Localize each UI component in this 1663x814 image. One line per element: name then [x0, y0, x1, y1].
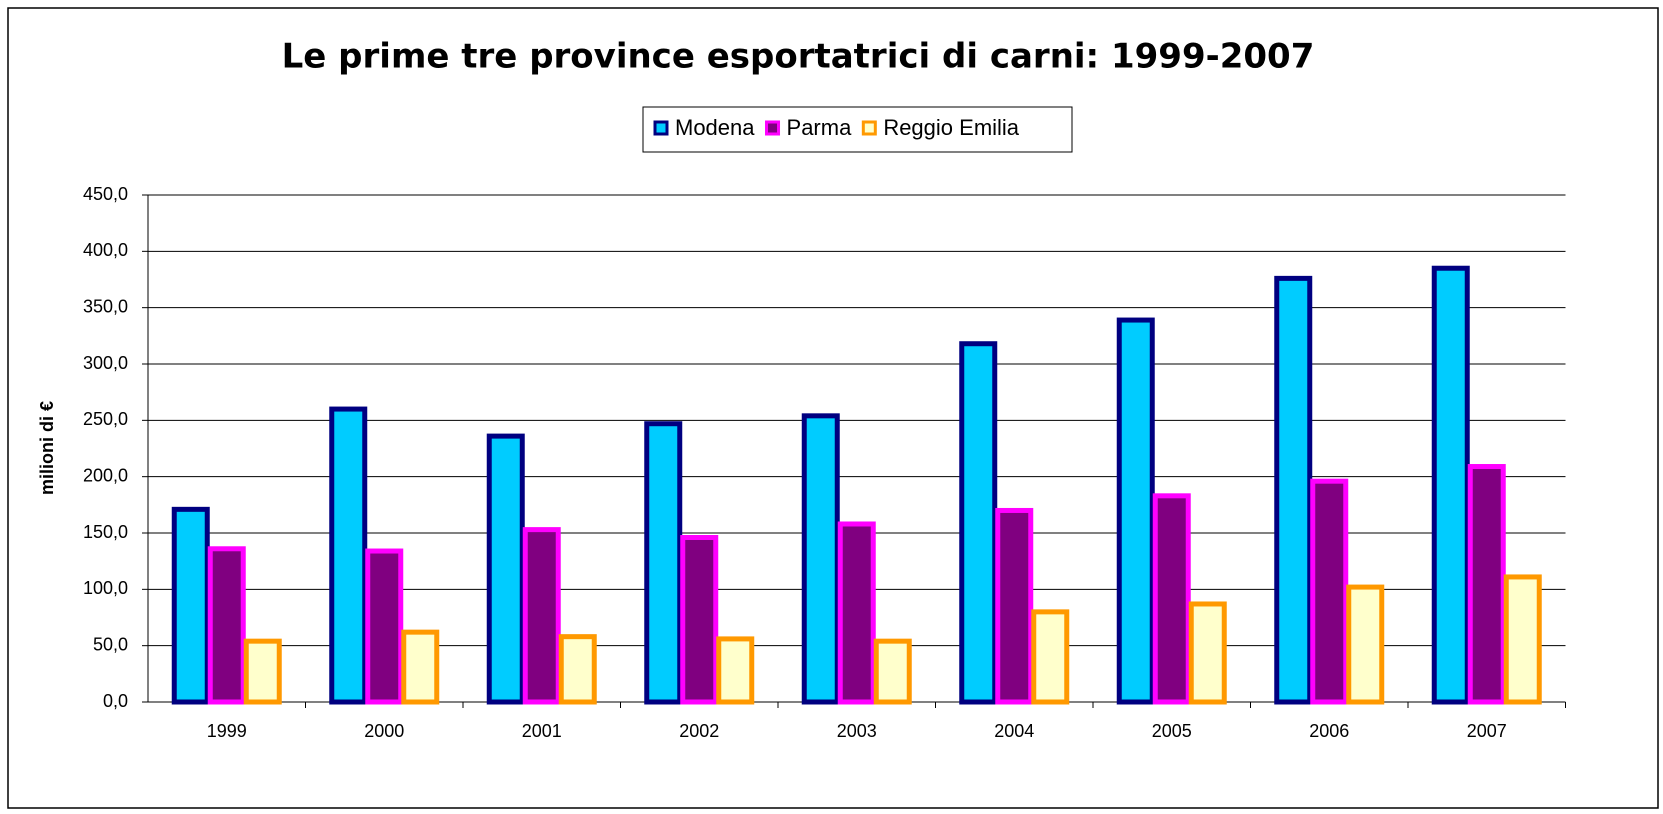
bar	[243, 638, 282, 705]
bar	[1274, 275, 1313, 705]
y-tick-label: 300,0	[83, 353, 128, 373]
legend-swatch	[861, 120, 877, 136]
x-tick-label: 2005	[1152, 721, 1192, 741]
bar	[365, 548, 404, 705]
bar	[1152, 493, 1191, 705]
legend-swatch	[765, 120, 781, 136]
bar	[680, 535, 719, 705]
y-tick-label: 0,0	[103, 691, 128, 711]
y-tick-label: 250,0	[83, 409, 128, 429]
y-tick-label: 450,0	[83, 184, 128, 204]
legend-label: Reggio Emilia	[883, 115, 1019, 140]
chart-title: Le prime tre province esportatrici di ca…	[282, 37, 1315, 77]
x-tick-label: 2007	[1467, 721, 1507, 741]
bar	[1431, 265, 1470, 705]
bar	[558, 634, 597, 705]
bar	[716, 636, 755, 705]
x-tick-label: 2000	[364, 721, 404, 741]
y-tick-label: 350,0	[83, 296, 128, 316]
x-tick-label: 1999	[207, 721, 247, 741]
bar	[486, 433, 525, 705]
x-tick-label: 2002	[679, 721, 719, 741]
bar	[1346, 584, 1385, 705]
x-tick-label: 2003	[837, 721, 877, 741]
bar	[1031, 609, 1070, 705]
bar	[401, 629, 440, 705]
y-axis-label: milioni di €	[37, 401, 57, 495]
legend-label: Parma	[787, 115, 853, 140]
x-tick-label: 2001	[522, 721, 562, 741]
bar	[522, 527, 561, 705]
legend-box	[642, 106, 1073, 153]
x-tick-label: 2006	[1309, 721, 1349, 741]
y-tick-label: 50,0	[93, 634, 128, 654]
y-tick-label: 150,0	[83, 522, 128, 542]
bar	[171, 506, 210, 705]
bar	[801, 413, 840, 705]
y-tick-label: 400,0	[83, 240, 128, 260]
bar	[995, 507, 1034, 705]
bar	[207, 546, 246, 705]
bar	[873, 638, 912, 705]
bar	[1310, 478, 1349, 705]
bar	[329, 406, 368, 705]
y-tick-label: 200,0	[83, 465, 128, 485]
y-tick-label: 100,0	[83, 578, 128, 598]
legend-label: Modena	[675, 115, 755, 140]
bar	[1503, 574, 1542, 705]
x-tick-label: 2004	[994, 721, 1034, 741]
bar	[644, 421, 683, 705]
bar	[1188, 601, 1227, 705]
bar	[1467, 464, 1506, 705]
legend-swatch	[653, 120, 669, 136]
bar	[837, 521, 876, 705]
bar	[959, 341, 998, 705]
bar	[1116, 317, 1155, 705]
